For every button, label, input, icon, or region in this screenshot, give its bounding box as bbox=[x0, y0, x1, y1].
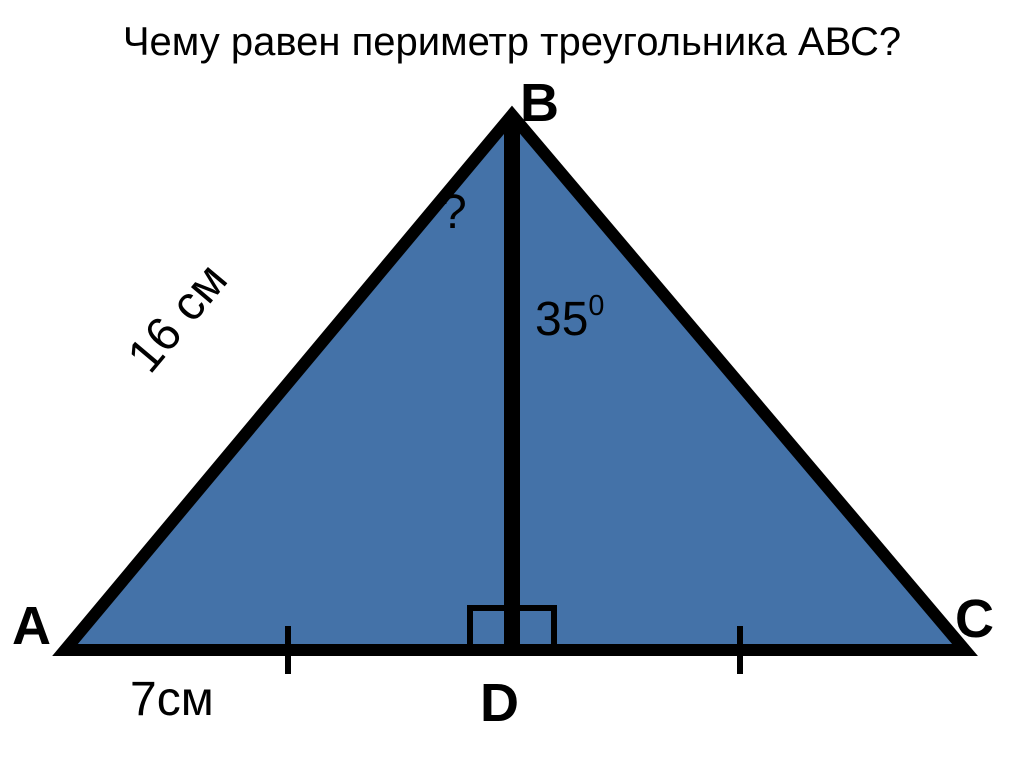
triangle-figure bbox=[0, 0, 1024, 767]
vertex-c-label: C bbox=[955, 588, 994, 650]
vertex-a-label: A bbox=[12, 595, 51, 657]
segment-ad-label: 7см bbox=[130, 672, 214, 727]
angle-dbc-label: 350 bbox=[535, 290, 604, 347]
diagram-canvas: Чему равен периметр треугольника АВС? A … bbox=[0, 0, 1024, 767]
vertex-b-label: B bbox=[520, 72, 559, 134]
angle-dbc-sup: 0 bbox=[588, 290, 604, 322]
vertex-d-label: D bbox=[480, 672, 519, 734]
angle-abd-label: ? bbox=[440, 185, 467, 240]
angle-dbc-value: 35 bbox=[535, 293, 588, 346]
